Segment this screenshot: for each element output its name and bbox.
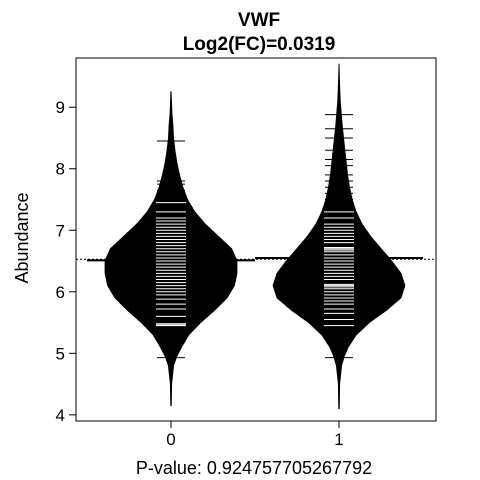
- y-axis-label: Abundance: [12, 192, 32, 283]
- chart-subtitle: Log2(FC)=0.0319: [183, 34, 336, 55]
- chart-title: VWF: [238, 10, 280, 31]
- plot-area: 4 5 6 7 8 9 0 1: [56, 57, 437, 449]
- y-tick-label: 7: [56, 221, 65, 240]
- y-tick-label: 8: [56, 160, 65, 179]
- x-axis-label: P-value: 0.924757705267792: [136, 458, 372, 478]
- y-tick-label: 9: [56, 98, 65, 117]
- x-tick-label: 0: [166, 430, 175, 449]
- y-tick-label: 6: [56, 283, 65, 302]
- x-tick-label: 1: [334, 430, 343, 449]
- plot-border: [75, 57, 437, 422]
- y-tick-label: 5: [56, 344, 65, 363]
- y-tick-label: 4: [56, 406, 65, 425]
